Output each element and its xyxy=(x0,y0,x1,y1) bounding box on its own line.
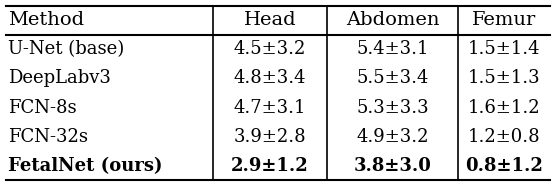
Text: 5.4±3.1: 5.4±3.1 xyxy=(356,40,429,58)
Text: 4.7±3.1: 4.7±3.1 xyxy=(234,99,306,117)
Text: 1.5±1.4: 1.5±1.4 xyxy=(468,40,540,58)
Text: 5.5±3.4: 5.5±3.4 xyxy=(356,69,429,87)
Text: 1.5±1.3: 1.5±1.3 xyxy=(468,69,540,87)
Text: 4.8±3.4: 4.8±3.4 xyxy=(234,69,306,87)
Text: 0.8±1.2: 0.8±1.2 xyxy=(465,157,543,175)
Text: FetalNet (ours): FetalNet (ours) xyxy=(8,157,163,175)
Text: Femur: Femur xyxy=(472,11,536,29)
Text: FCN-8s: FCN-8s xyxy=(8,99,77,117)
Text: DeepLabv3: DeepLabv3 xyxy=(8,69,111,87)
Text: 5.3±3.3: 5.3±3.3 xyxy=(356,99,429,117)
Text: Method: Method xyxy=(8,11,85,29)
Text: 3.8±3.0: 3.8±3.0 xyxy=(354,157,431,175)
Text: U-Net (base): U-Net (base) xyxy=(8,40,125,58)
Text: 4.5±3.2: 4.5±3.2 xyxy=(234,40,306,58)
Text: 4.9±3.2: 4.9±3.2 xyxy=(356,128,429,146)
Text: Head: Head xyxy=(244,11,296,29)
Text: FCN-32s: FCN-32s xyxy=(8,128,88,146)
Text: Abdomen: Abdomen xyxy=(346,11,439,29)
Text: 3.9±2.8: 3.9±2.8 xyxy=(234,128,306,146)
Text: 1.2±0.8: 1.2±0.8 xyxy=(468,128,540,146)
Text: 2.9±1.2: 2.9±1.2 xyxy=(231,157,309,175)
Text: 1.6±1.2: 1.6±1.2 xyxy=(468,99,540,117)
